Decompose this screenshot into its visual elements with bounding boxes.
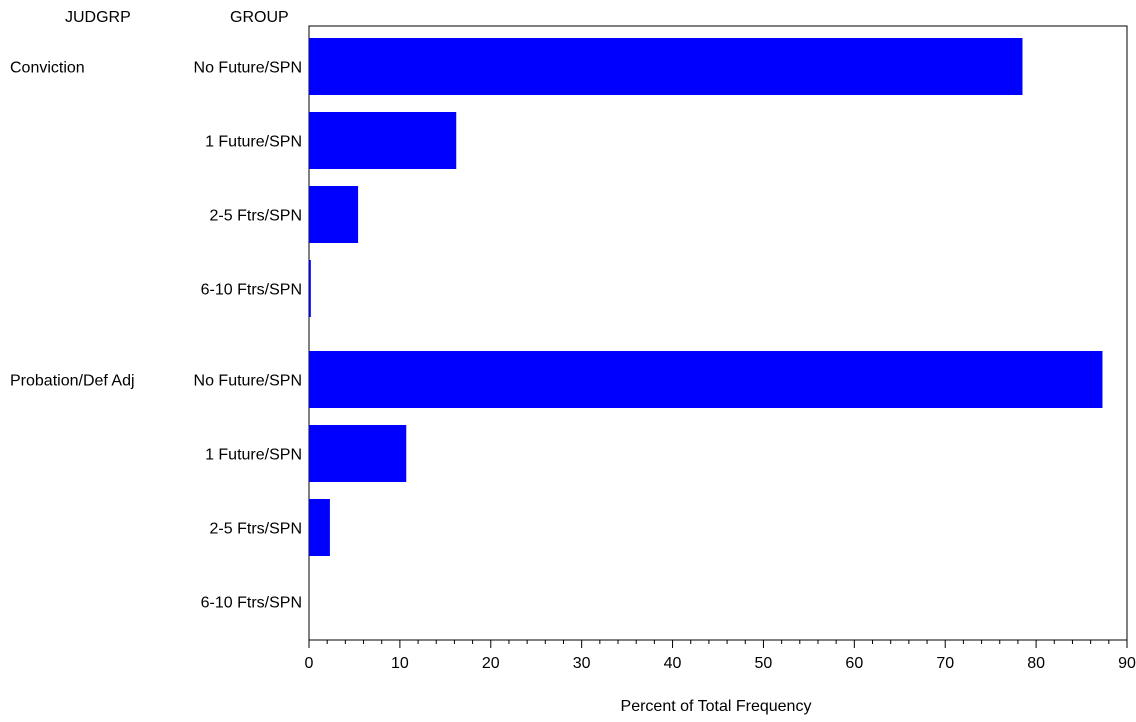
- header-group: GROUP: [230, 9, 289, 26]
- category-labels: No Future/SPN Conviction 1 Future/SPN 2-5 F…: [10, 60, 302, 612]
- x-tick-label: 10: [391, 655, 409, 672]
- x-tick-label: 90: [1118, 655, 1136, 672]
- category-label: 6-10 Ftrs/SPN: [201, 595, 302, 612]
- bar: [309, 425, 407, 482]
- bar: [309, 351, 1103, 408]
- bars-layer: [309, 38, 1103, 556]
- plot-frame: [308, 25, 1128, 641]
- bar: [309, 38, 1023, 95]
- x-axis: 0 10 20 30 40 50 60 70 80 90: [305, 640, 1136, 672]
- category-label: 6-10 Ftrs/SPN: [201, 282, 302, 299]
- category-label: 1 Future/SPN: [205, 134, 302, 151]
- category-label: No Future/SPN: [194, 373, 302, 390]
- x-tick-label: 40: [664, 655, 682, 672]
- header-judgrp: JUDGRP: [65, 9, 131, 26]
- category-label: 2-5 Ftrs/SPN: [210, 208, 302, 225]
- bar: [309, 112, 457, 169]
- x-tick-label: 80: [1027, 655, 1045, 672]
- x-tick-label: 70: [936, 655, 954, 672]
- category-label: 1 Future/SPN: [205, 447, 302, 464]
- x-tick-label: 30: [573, 655, 591, 672]
- x-axis-title: Percent of Total Frequency: [621, 698, 812, 715]
- x-tick-label: 20: [482, 655, 500, 672]
- group-label: Conviction: [10, 60, 85, 77]
- group-label: Probation/Def Adj: [10, 373, 135, 390]
- x-tick-label: 50: [755, 655, 773, 672]
- x-tick-label: 0: [305, 655, 314, 672]
- bar: [309, 186, 359, 243]
- category-label: 2-5 Ftrs/SPN: [210, 521, 302, 538]
- bar: [309, 499, 330, 556]
- x-tick-label: 60: [845, 655, 863, 672]
- bar: [309, 260, 311, 317]
- category-label: No Future/SPN: [194, 60, 302, 77]
